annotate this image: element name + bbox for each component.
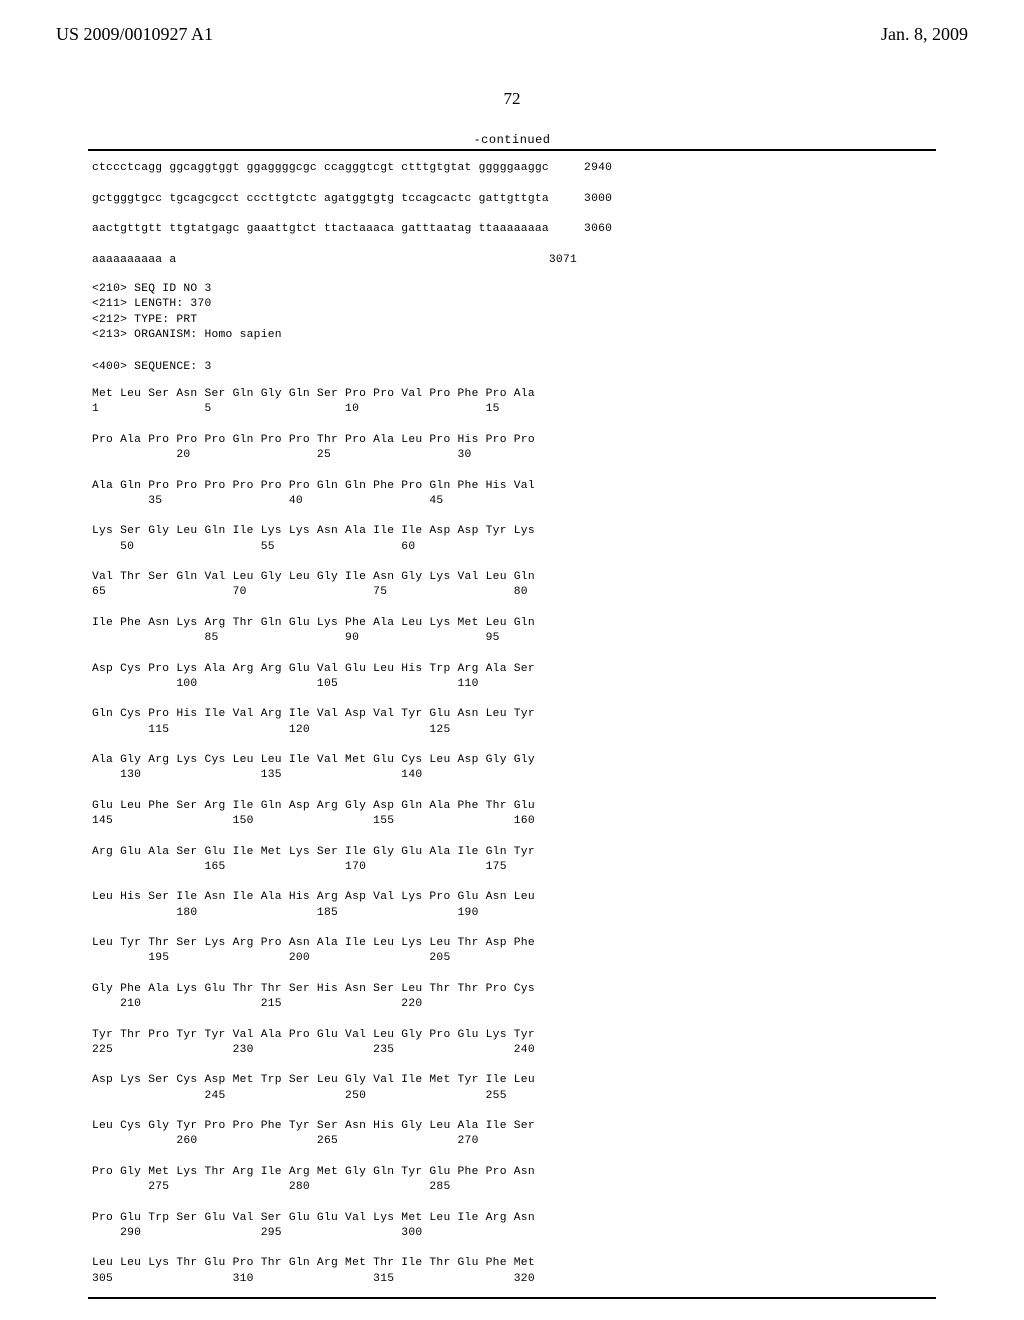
nucleotide-sequence: ctccctcagg ggcaggtggt ggaggggcgc ccagggt… [92, 161, 1024, 268]
continued-block: -continued [88, 133, 936, 151]
continued-label: -continued [88, 133, 936, 147]
publication-date: Jan. 8, 2009 [881, 24, 968, 45]
protein-sequence: Met Leu Ser Asn Ser Gln Gly Gln Ser Pro … [92, 387, 1024, 1287]
sequence-metadata: <210> SEQ ID NO 3 <211> LENGTH: 370 <212… [92, 282, 1024, 375]
publication-number: US 2009/0010927 A1 [56, 24, 213, 45]
page-header: US 2009/0010927 A1 Jan. 8, 2009 [0, 0, 1024, 45]
page-number: 72 [0, 89, 1024, 109]
bottom-rule [88, 1297, 936, 1299]
top-rule [88, 149, 936, 151]
